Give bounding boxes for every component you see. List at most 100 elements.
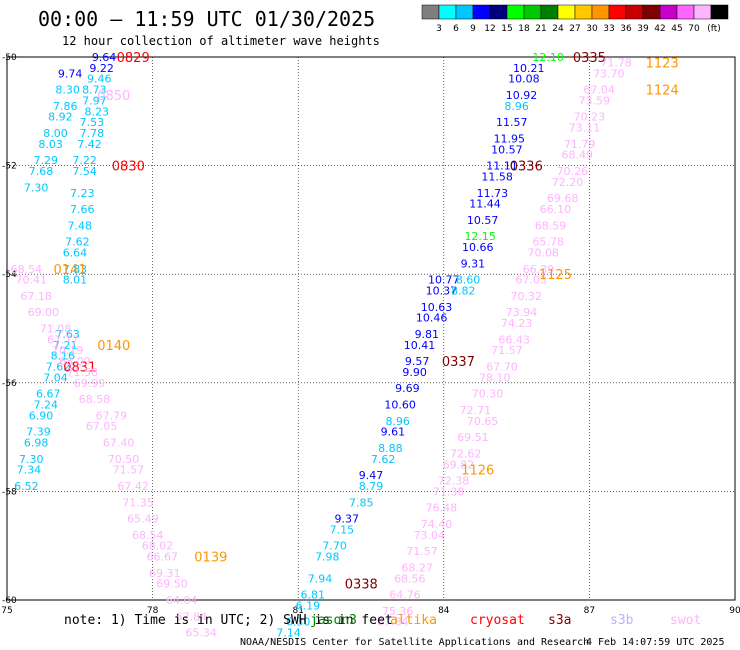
wave-height-value: 9.69 <box>395 382 420 395</box>
wave-height-value: 8.03 <box>38 138 63 151</box>
wave-height-value: 10.41 <box>404 339 436 352</box>
wave-height-value: 65.49 <box>127 513 159 526</box>
wave-height-value: 11.58 <box>481 170 513 183</box>
wave-height-value: 10.77 <box>428 274 460 287</box>
colorbar-swatch <box>574 4 593 20</box>
x-tick-label: 87 <box>584 606 595 616</box>
wave-height-value: 10.37 <box>426 284 458 297</box>
wave-height-value: 78.10 <box>479 371 511 384</box>
wave-height-value: 70.50 <box>108 453 140 466</box>
wave-height-value: 9.37 <box>334 513 359 526</box>
wave-height-value: 76.48 <box>426 502 458 515</box>
wave-height-value: 7.39 <box>26 426 51 439</box>
wave-height-value: 7.94 <box>308 572 333 585</box>
wave-height-value: 71.57 <box>491 344 523 357</box>
colorbar-unit: (ft) <box>707 24 721 34</box>
wave-height-value: 7.53 <box>80 116 105 129</box>
mission-legend-item: altika <box>390 613 437 628</box>
wave-height-value: 73.70 <box>593 67 625 80</box>
wave-height-value: 9.57 <box>405 355 430 368</box>
wave-height-value: 7.66 <box>70 203 95 216</box>
x-tick-label: 78 <box>147 606 159 616</box>
colorbar-label: 15 <box>501 24 512 34</box>
wave-height-value: 69.00 <box>28 306 60 319</box>
wave-height-value: 11.11 <box>486 160 518 173</box>
wave-height-value: 74.40 <box>421 518 453 531</box>
colorbar-label: 42 <box>654 24 665 34</box>
wave-height-value: 7.21 <box>53 339 78 352</box>
wave-height-value: 11.44 <box>469 198 501 211</box>
colorbar-swatch <box>676 4 695 20</box>
pass-time-label: 0831 <box>63 361 96 376</box>
wave-height-value: 74.23 <box>501 317 533 330</box>
wave-height-value: 7.23 <box>70 187 95 200</box>
wave-height-value: 7.62 <box>371 453 396 466</box>
y-tick-label: -50 <box>2 53 17 63</box>
plot-frame <box>6 56 736 601</box>
wave-height-value: 71.58 <box>66 366 98 379</box>
pass-time-label: 1126 <box>461 464 494 479</box>
colorbar-swatch <box>591 4 610 20</box>
wave-height-value: 12.15 <box>464 230 496 243</box>
wave-height-value: 7.62 <box>65 236 90 249</box>
y-tick-label: -52 <box>2 162 17 172</box>
colorbar-label: 6 <box>453 24 459 34</box>
wave-height-value: 7.54 <box>72 165 97 178</box>
wave-height-value: 8.60 <box>456 274 481 287</box>
wave-height-value: 70.32 <box>511 290 543 303</box>
colorbar-label: 12 <box>484 24 495 34</box>
pass-time-label: 0850 <box>97 89 130 104</box>
wave-height-value: 67.40 <box>103 437 135 450</box>
wave-height-value: 69.50 <box>156 578 188 591</box>
pass-time-label: 1124 <box>646 84 679 99</box>
wave-height-value: 9.74 <box>58 67 83 80</box>
wave-height-value: 68.58 <box>79 393 111 406</box>
wave-height-value: 10.57 <box>491 143 523 156</box>
wave-height-value: 7.14 <box>276 627 301 640</box>
wave-height-value: 7.04 <box>43 371 68 384</box>
wave-height-value: 69.99 <box>74 377 106 390</box>
x-tick-label: 81 <box>292 606 303 616</box>
colorbar-swatch <box>540 4 559 20</box>
wave-height-value: 68.02 <box>142 540 174 553</box>
wave-height-value: 73.11 <box>569 122 601 135</box>
wave-height-value: 72.71 <box>460 404 492 417</box>
wave-height-value: 12.10 <box>532 51 564 64</box>
wave-height-value: 9.22 <box>89 62 114 75</box>
wave-height-value: 66.39 <box>523 263 555 276</box>
wave-height-value: 70.26 <box>557 165 589 178</box>
wave-height-value: 7.29 <box>34 154 59 167</box>
wave-height-value: 72.62 <box>450 447 482 460</box>
wave-height-value: 68.09 <box>59 355 91 368</box>
wave-height-value: 9.46 <box>87 73 112 86</box>
colorbar-label: 39 <box>637 24 649 34</box>
wave-height-value: 71.57 <box>406 545 438 558</box>
wave-height-value: 8.00 <box>43 127 68 140</box>
wave-height-value: 11.73 <box>477 187 509 200</box>
colorbar-swatch <box>625 4 644 20</box>
wave-height-value: 71.78 <box>600 56 632 69</box>
y-tick-label: -58 <box>2 487 17 497</box>
wave-height-value: 7.85 <box>349 496 374 509</box>
pass-time-label: 0140 <box>97 339 130 354</box>
wave-height-value: 10.21 <box>513 62 545 75</box>
wave-height-value: 7.15 <box>330 523 355 536</box>
wave-height-value: 69.82 <box>443 458 475 471</box>
colorbar-swatch <box>710 4 729 20</box>
wave-height-value: 7.42 <box>77 138 102 151</box>
colorbar-label: 21 <box>535 24 546 34</box>
wave-height-value: 67.18 <box>20 290 52 303</box>
colorbar-swatch <box>438 4 457 20</box>
pass-time-label: 1123 <box>646 56 679 71</box>
wave-height-value: 67.84 <box>377 616 409 629</box>
x-tick-label: 84 <box>438 606 450 616</box>
wave-height-value: 11.57 <box>496 116 528 129</box>
x-tick-label: 75 <box>1 606 12 616</box>
colorbar-label: 36 <box>620 24 632 34</box>
mission-legend-item: s3a <box>548 613 571 628</box>
wave-height-value: 73.94 <box>506 306 538 319</box>
wave-height-value: 67.77 <box>47 333 79 346</box>
pass-time-label: 0139 <box>194 551 227 566</box>
wave-height-value: 65.78 <box>532 236 564 249</box>
wave-height-value: 6.19 <box>296 599 321 612</box>
